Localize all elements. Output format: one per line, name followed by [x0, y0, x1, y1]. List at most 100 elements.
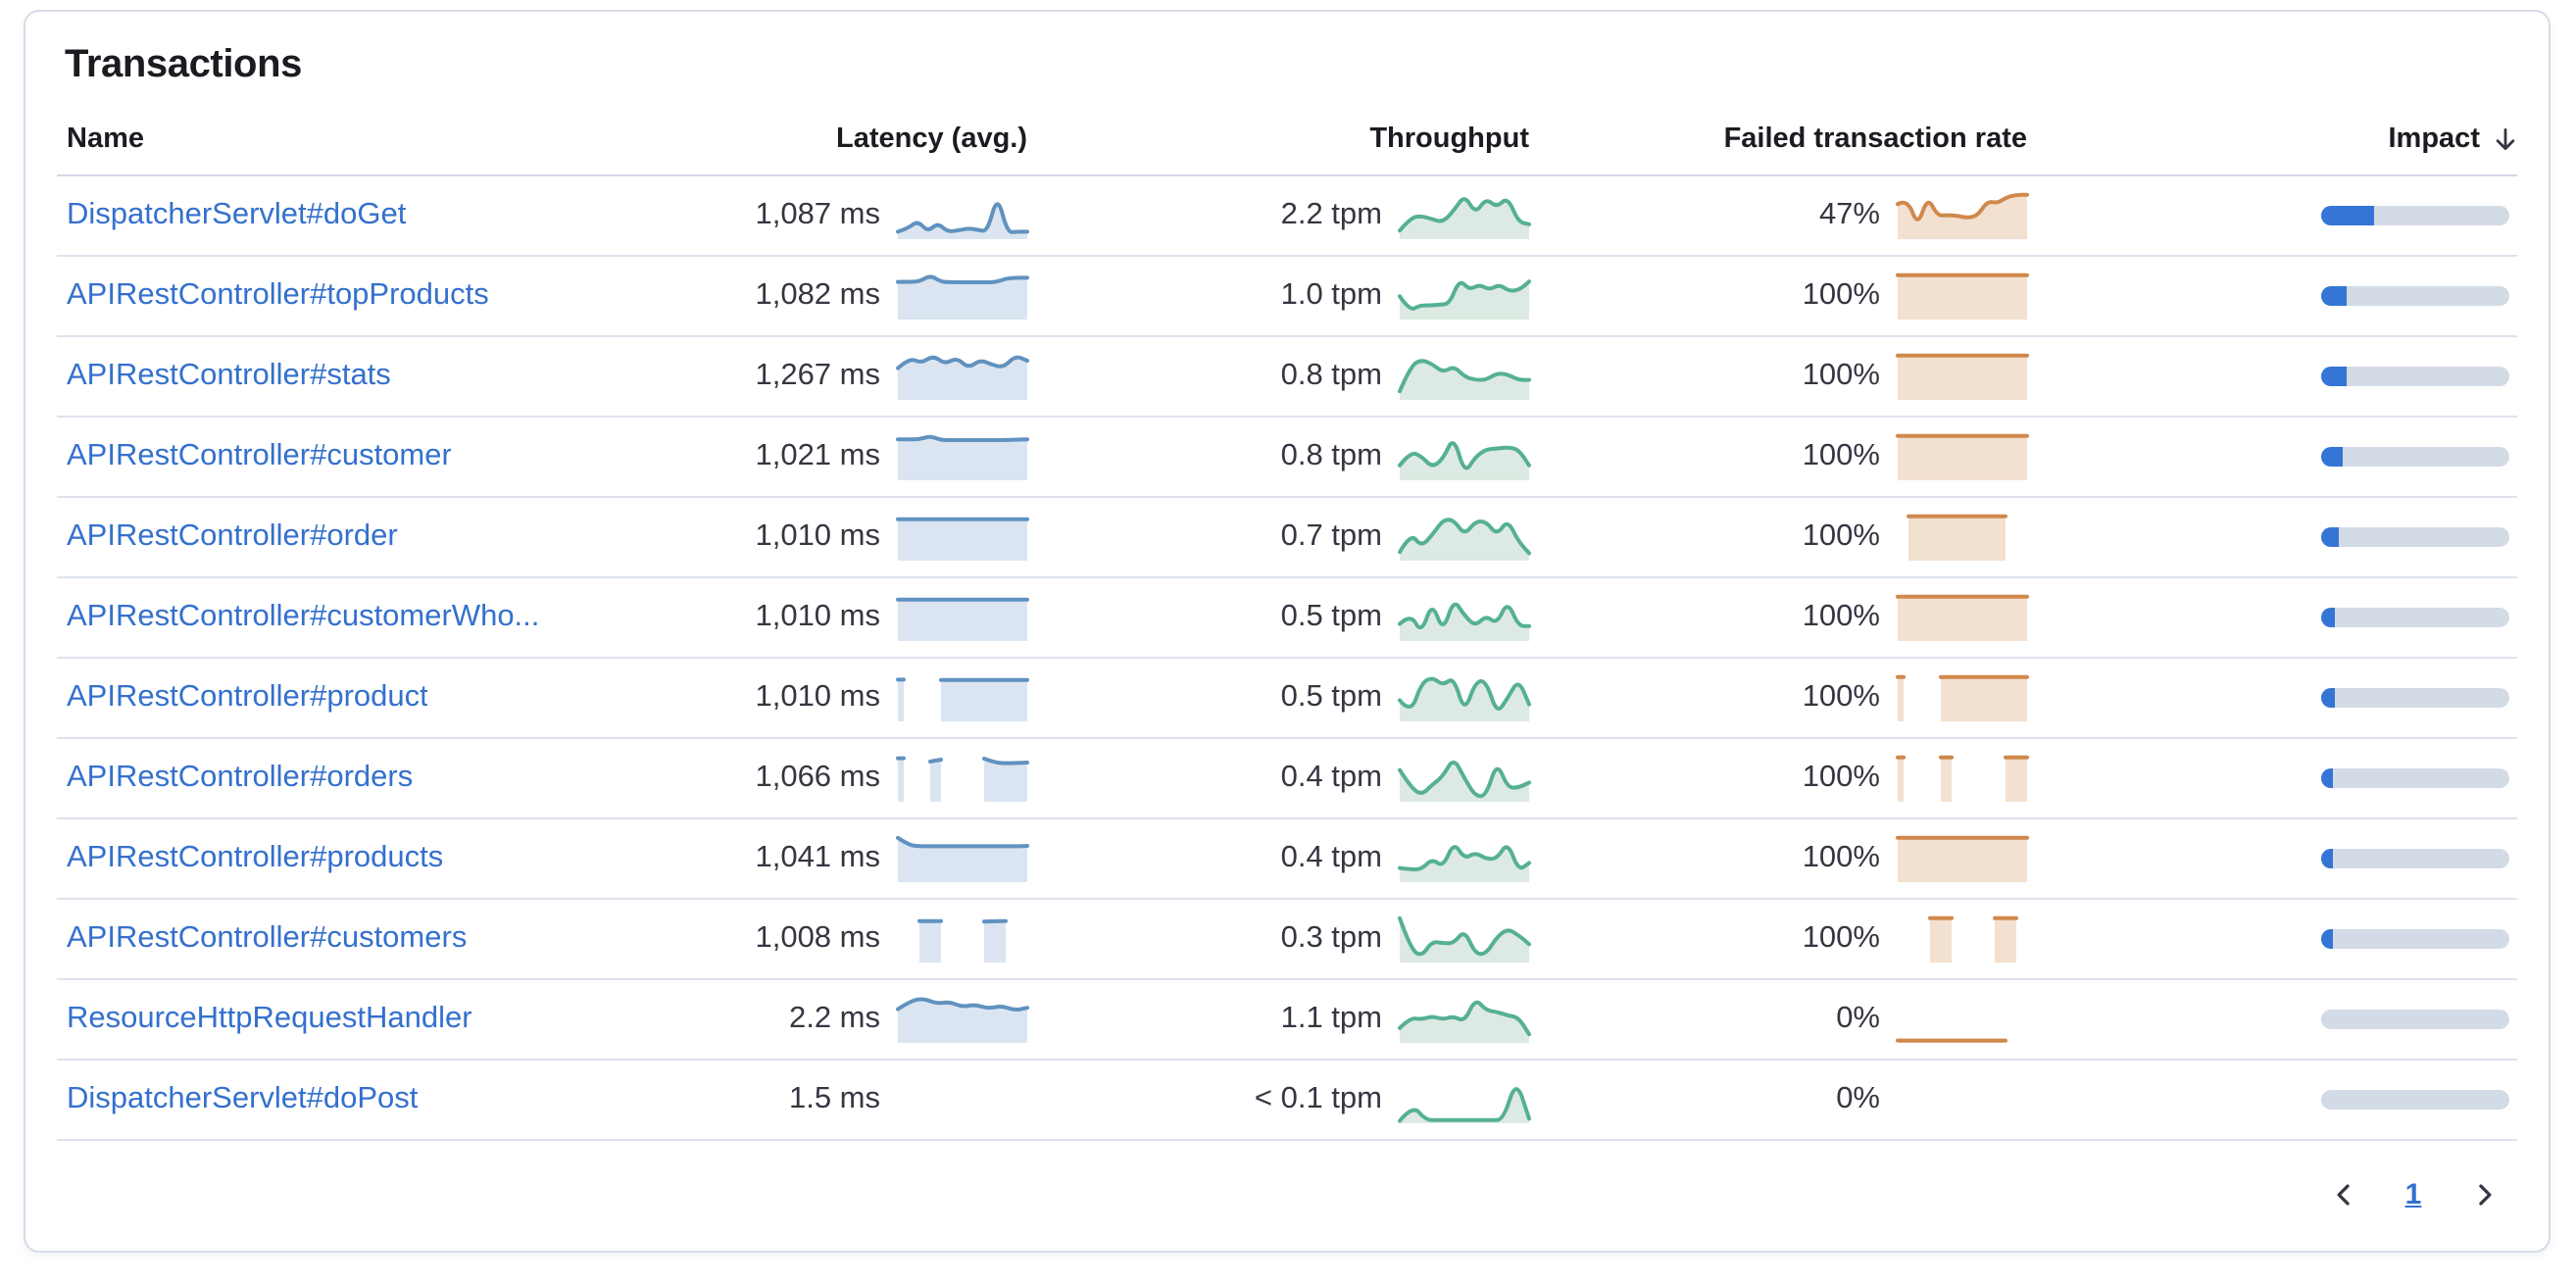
table-row: DispatcherServlet#doPost 1.5 ms < 0.1 tp… [57, 1061, 2517, 1141]
failed-rate-value: 100% [1802, 841, 1880, 874]
impact-bar [2321, 929, 2509, 949]
impact-cell [2027, 849, 2519, 868]
throughput-cell: 1.1 tpm [1027, 996, 1531, 1043]
impact-cell [2027, 929, 2519, 949]
impact-bar [2321, 688, 2509, 708]
latency-value: 1,010 ms [755, 680, 880, 714]
throughput-value: 0.4 tpm [1280, 841, 1382, 874]
column-header-failed-rate[interactable]: Failed transaction rate [1723, 123, 2027, 155]
failed-rate-sparkline [1896, 353, 2029, 400]
latency-sparkline [896, 517, 1029, 561]
failed-rate-sparkline [1896, 272, 2029, 320]
impact-cell [2027, 1090, 2519, 1110]
impact-cell [2027, 206, 2519, 225]
transaction-name-cell: APIRestController#topProducts [57, 278, 635, 314]
impact-cell [2027, 367, 2519, 386]
latency-cell: 1,041 ms [635, 835, 1029, 882]
chevron-left-icon [2336, 1183, 2349, 1205]
throughput-value: < 0.1 tpm [1254, 1082, 1382, 1115]
failed-rate-cell: 100% [1529, 594, 2029, 641]
previous-page-button[interactable] [2313, 1164, 2372, 1223]
latency-cell: 1,267 ms [635, 353, 1029, 400]
table-row: APIRestController#stats 1,267 ms 0.8 tpm… [57, 337, 2517, 418]
transaction-link[interactable]: DispatcherServlet#doGet [67, 198, 407, 231]
latency-sparkline [896, 677, 1029, 721]
latency-value: 1,066 ms [755, 761, 880, 794]
transaction-link[interactable]: APIRestController#products [67, 841, 444, 874]
latency-value: 1,021 ms [755, 439, 880, 472]
throughput-cell: 0.7 tpm [1027, 514, 1531, 561]
column-header-latency[interactable]: Latency (avg.) [836, 123, 1027, 155]
failed-rate-sparkline [1928, 915, 2018, 963]
throughput-sparkline [1398, 518, 1531, 561]
transactions-card: Transactions Name Latency (avg.) Through… [24, 10, 2551, 1253]
failed-rate-sparkline [1896, 755, 2029, 802]
latency-cell: 1,008 ms [635, 915, 1027, 963]
failed-rate-value: 47% [1818, 198, 1880, 231]
transaction-link[interactable]: APIRestController#order [67, 519, 398, 553]
impact-cell [2027, 1010, 2519, 1029]
impact-bar [2321, 367, 2509, 386]
transaction-name-cell: APIRestController#stats [57, 359, 635, 394]
failed-rate-cell: 47% [1529, 192, 2029, 239]
transaction-link[interactable]: APIRestController#customer [67, 439, 452, 472]
throughput-value: 0.3 tpm [1280, 921, 1382, 955]
throughput-cell: 0.4 tpm [1027, 755, 1531, 802]
impact-bar-fill [2321, 768, 2333, 788]
failed-rate-value: 100% [1802, 359, 1880, 392]
transaction-link[interactable]: APIRestController#customerWho... [67, 600, 540, 633]
latency-sparkline [896, 434, 1029, 480]
failed-rate-value: 100% [1802, 680, 1880, 714]
throughput-sparkline [1398, 845, 1531, 882]
throughput-sparkline [1398, 1087, 1531, 1123]
failed-rate-cell: 100% [1529, 915, 2027, 963]
impact-cell [2027, 608, 2519, 627]
throughput-sparkline [1398, 359, 1531, 400]
transaction-name-cell: APIRestController#customerWho... [57, 600, 635, 635]
failed-rate-value: 0% [1836, 1082, 1880, 1115]
table-row: APIRestController#customers 1,008 ms 0.3… [57, 900, 2517, 980]
failed-rate-value: 100% [1802, 439, 1880, 472]
impact-bar [2321, 1010, 2509, 1029]
failed-rate-cell: 0% [1529, 996, 2027, 1043]
impact-bar [2321, 1090, 2509, 1110]
transaction-link[interactable]: APIRestController#customers [67, 921, 468, 955]
throughput-sparkline [1398, 602, 1531, 641]
transaction-name-cell: APIRestController#customer [57, 439, 635, 474]
transaction-link[interactable]: APIRestController#stats [67, 359, 391, 392]
impact-bar-fill [2321, 206, 2374, 225]
failed-rate-sparkline [1896, 1038, 2007, 1043]
latency-value: 1.5 ms [788, 1082, 880, 1115]
column-header-throughput[interactable]: Throughput [1369, 123, 1529, 155]
failed-rate-value: 100% [1802, 600, 1880, 633]
transaction-link[interactable]: APIRestController#product [67, 680, 428, 714]
throughput-value: 1.0 tpm [1280, 278, 1382, 312]
throughput-cell: 0.5 tpm [1027, 674, 1531, 721]
transaction-link[interactable]: APIRestController#orders [67, 761, 414, 794]
page-number-button[interactable]: 1 [2388, 1164, 2439, 1223]
pagination: 1 [57, 1141, 2517, 1247]
latency-cell: 1,010 ms [635, 514, 1029, 561]
column-header-impact-label: Impact [2388, 123, 2481, 155]
impact-bar-fill [2321, 286, 2347, 306]
next-page-button[interactable] [2454, 1164, 2513, 1223]
failed-rate-cell: 100% [1529, 835, 2029, 882]
throughput-value: 2.2 tpm [1280, 198, 1382, 231]
transaction-link[interactable]: DispatcherServlet#doPost [67, 1082, 419, 1115]
table-row: APIRestController#customer 1,021 ms 0.8 … [57, 418, 2517, 498]
column-header-impact[interactable]: Impact [2027, 123, 2519, 155]
impact-bar-fill [2321, 849, 2333, 868]
latency-sparkline [896, 756, 1029, 802]
latency-cell: 1,087 ms [635, 192, 1029, 239]
throughput-cell: 0.4 tpm [1027, 835, 1531, 882]
latency-value: 1,008 ms [755, 921, 880, 955]
failed-rate-cell: 100% [1529, 433, 2029, 480]
latency-value: 1,082 ms [755, 278, 880, 312]
transaction-link[interactable]: ResourceHttpRequestHandler [67, 1002, 472, 1035]
card-title: Transactions [65, 43, 302, 86]
failed-rate-cell: 100% [1529, 353, 2029, 400]
transaction-link[interactable]: APIRestController#topProducts [67, 278, 489, 312]
impact-bar-fill [2321, 688, 2334, 708]
transaction-name-cell: APIRestController#product [57, 680, 635, 716]
transaction-name-cell: APIRestController#order [57, 519, 635, 555]
